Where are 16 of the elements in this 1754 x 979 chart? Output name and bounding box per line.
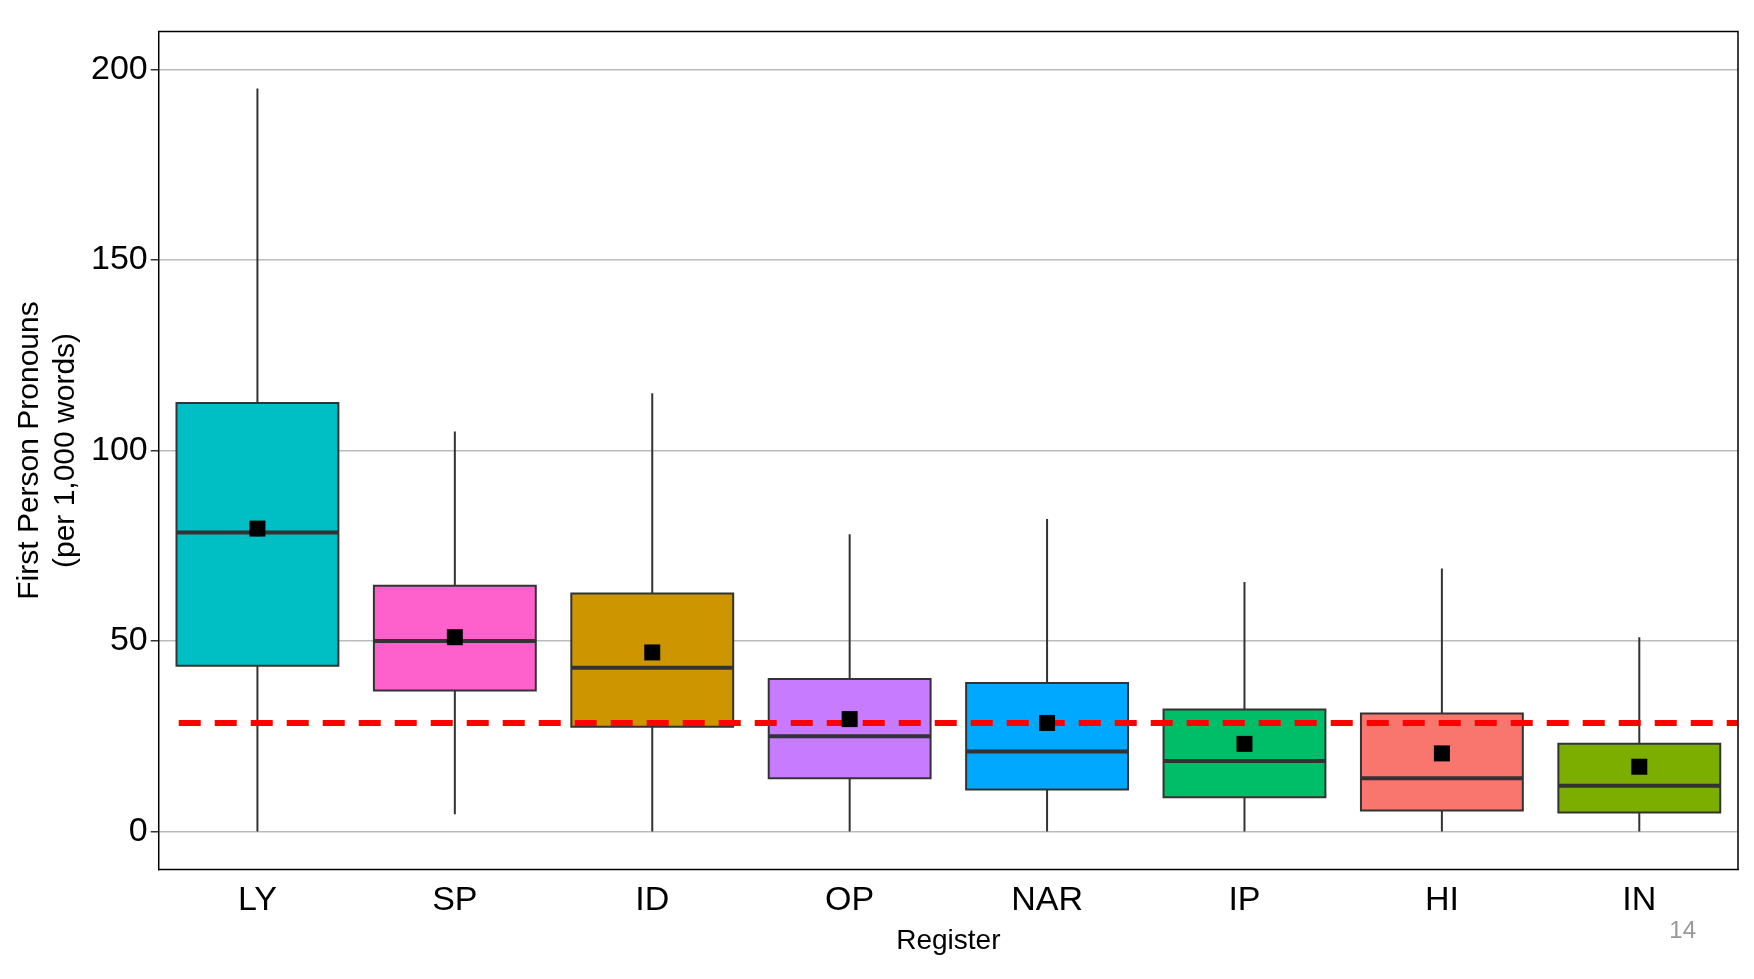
x-tick-label: IN <box>1622 879 1657 918</box>
y-tick-label: 0 <box>128 809 148 848</box>
y-axis-title: First Person Pronouns (per 1,000 words) <box>11 301 81 600</box>
text: 14 <box>1669 916 1696 943</box>
x-tick-label: LY <box>237 879 277 918</box>
x-tick-label: HI <box>1424 879 1459 918</box>
y-tick-label: 200 <box>90 47 148 86</box>
x-axis-title: Register <box>896 923 1001 955</box>
y-tick-label: 150 <box>90 238 148 277</box>
x-tick-label: OP <box>825 879 875 918</box>
x-tick-label: ID <box>635 879 670 918</box>
x-tick-label: SP <box>432 879 478 918</box>
x-tick-label: NAR <box>1011 879 1083 918</box>
y-tick-label: 50 <box>109 619 148 658</box>
y-tick-label: 100 <box>90 428 148 467</box>
x-tick-label: IP <box>1228 879 1261 918</box>
